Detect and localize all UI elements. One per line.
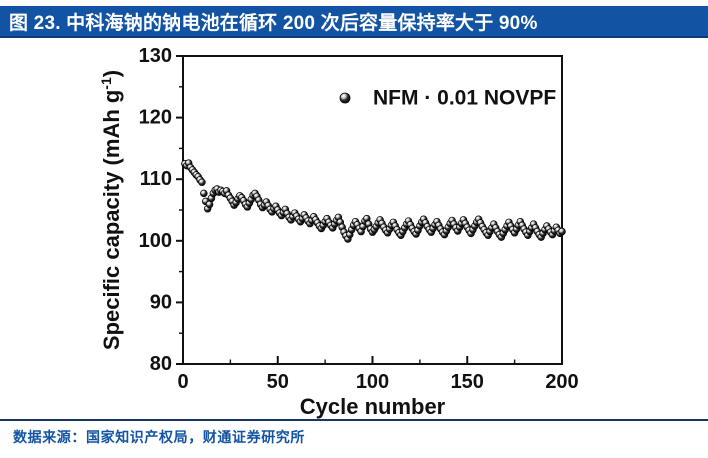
data-source: 数据来源：国家知识产权局，财通证券研究所 [13,429,305,445]
svg-text:NFM · 0.01 NOVPF: NFM · 0.01 NOVPF [373,87,556,110]
figure-title: 图 23. 中科海钠的钠电池在循环 200 次后容量保持率大于 90% [9,12,538,34]
svg-text:120: 120 [139,107,172,129]
svg-text:200: 200 [545,371,578,393]
svg-text:50: 50 [267,371,289,393]
scatter-chart: 80 90 100 110 120 130 0 50 100 150 200 Cycle number… [98,45,579,419]
svg-text:80: 80 [150,353,172,375]
svg-text:90: 90 [150,291,172,313]
svg-text:Cycle number: Cycle number [300,394,446,419]
svg-text:130: 130 [139,45,172,67]
svg-text:110: 110 [140,168,172,190]
chart-area: 80 90 100 110 120 130 0 50 100 150 200 Cycle number… [0,38,708,420]
svg-text:150: 150 [451,371,484,393]
svg-text:0: 0 [177,371,188,393]
svg-text:100: 100 [356,371,389,393]
figure-title-bar: 图 23. 中科海钠的钠电池在循环 200 次后容量保持率大于 90% [0,6,708,38]
svg-text:Specific capacity (mAh g-1): Specific capacity (mAh g-1) [98,70,124,350]
svg-text:100: 100 [139,230,172,252]
footer-divider [0,419,708,421]
